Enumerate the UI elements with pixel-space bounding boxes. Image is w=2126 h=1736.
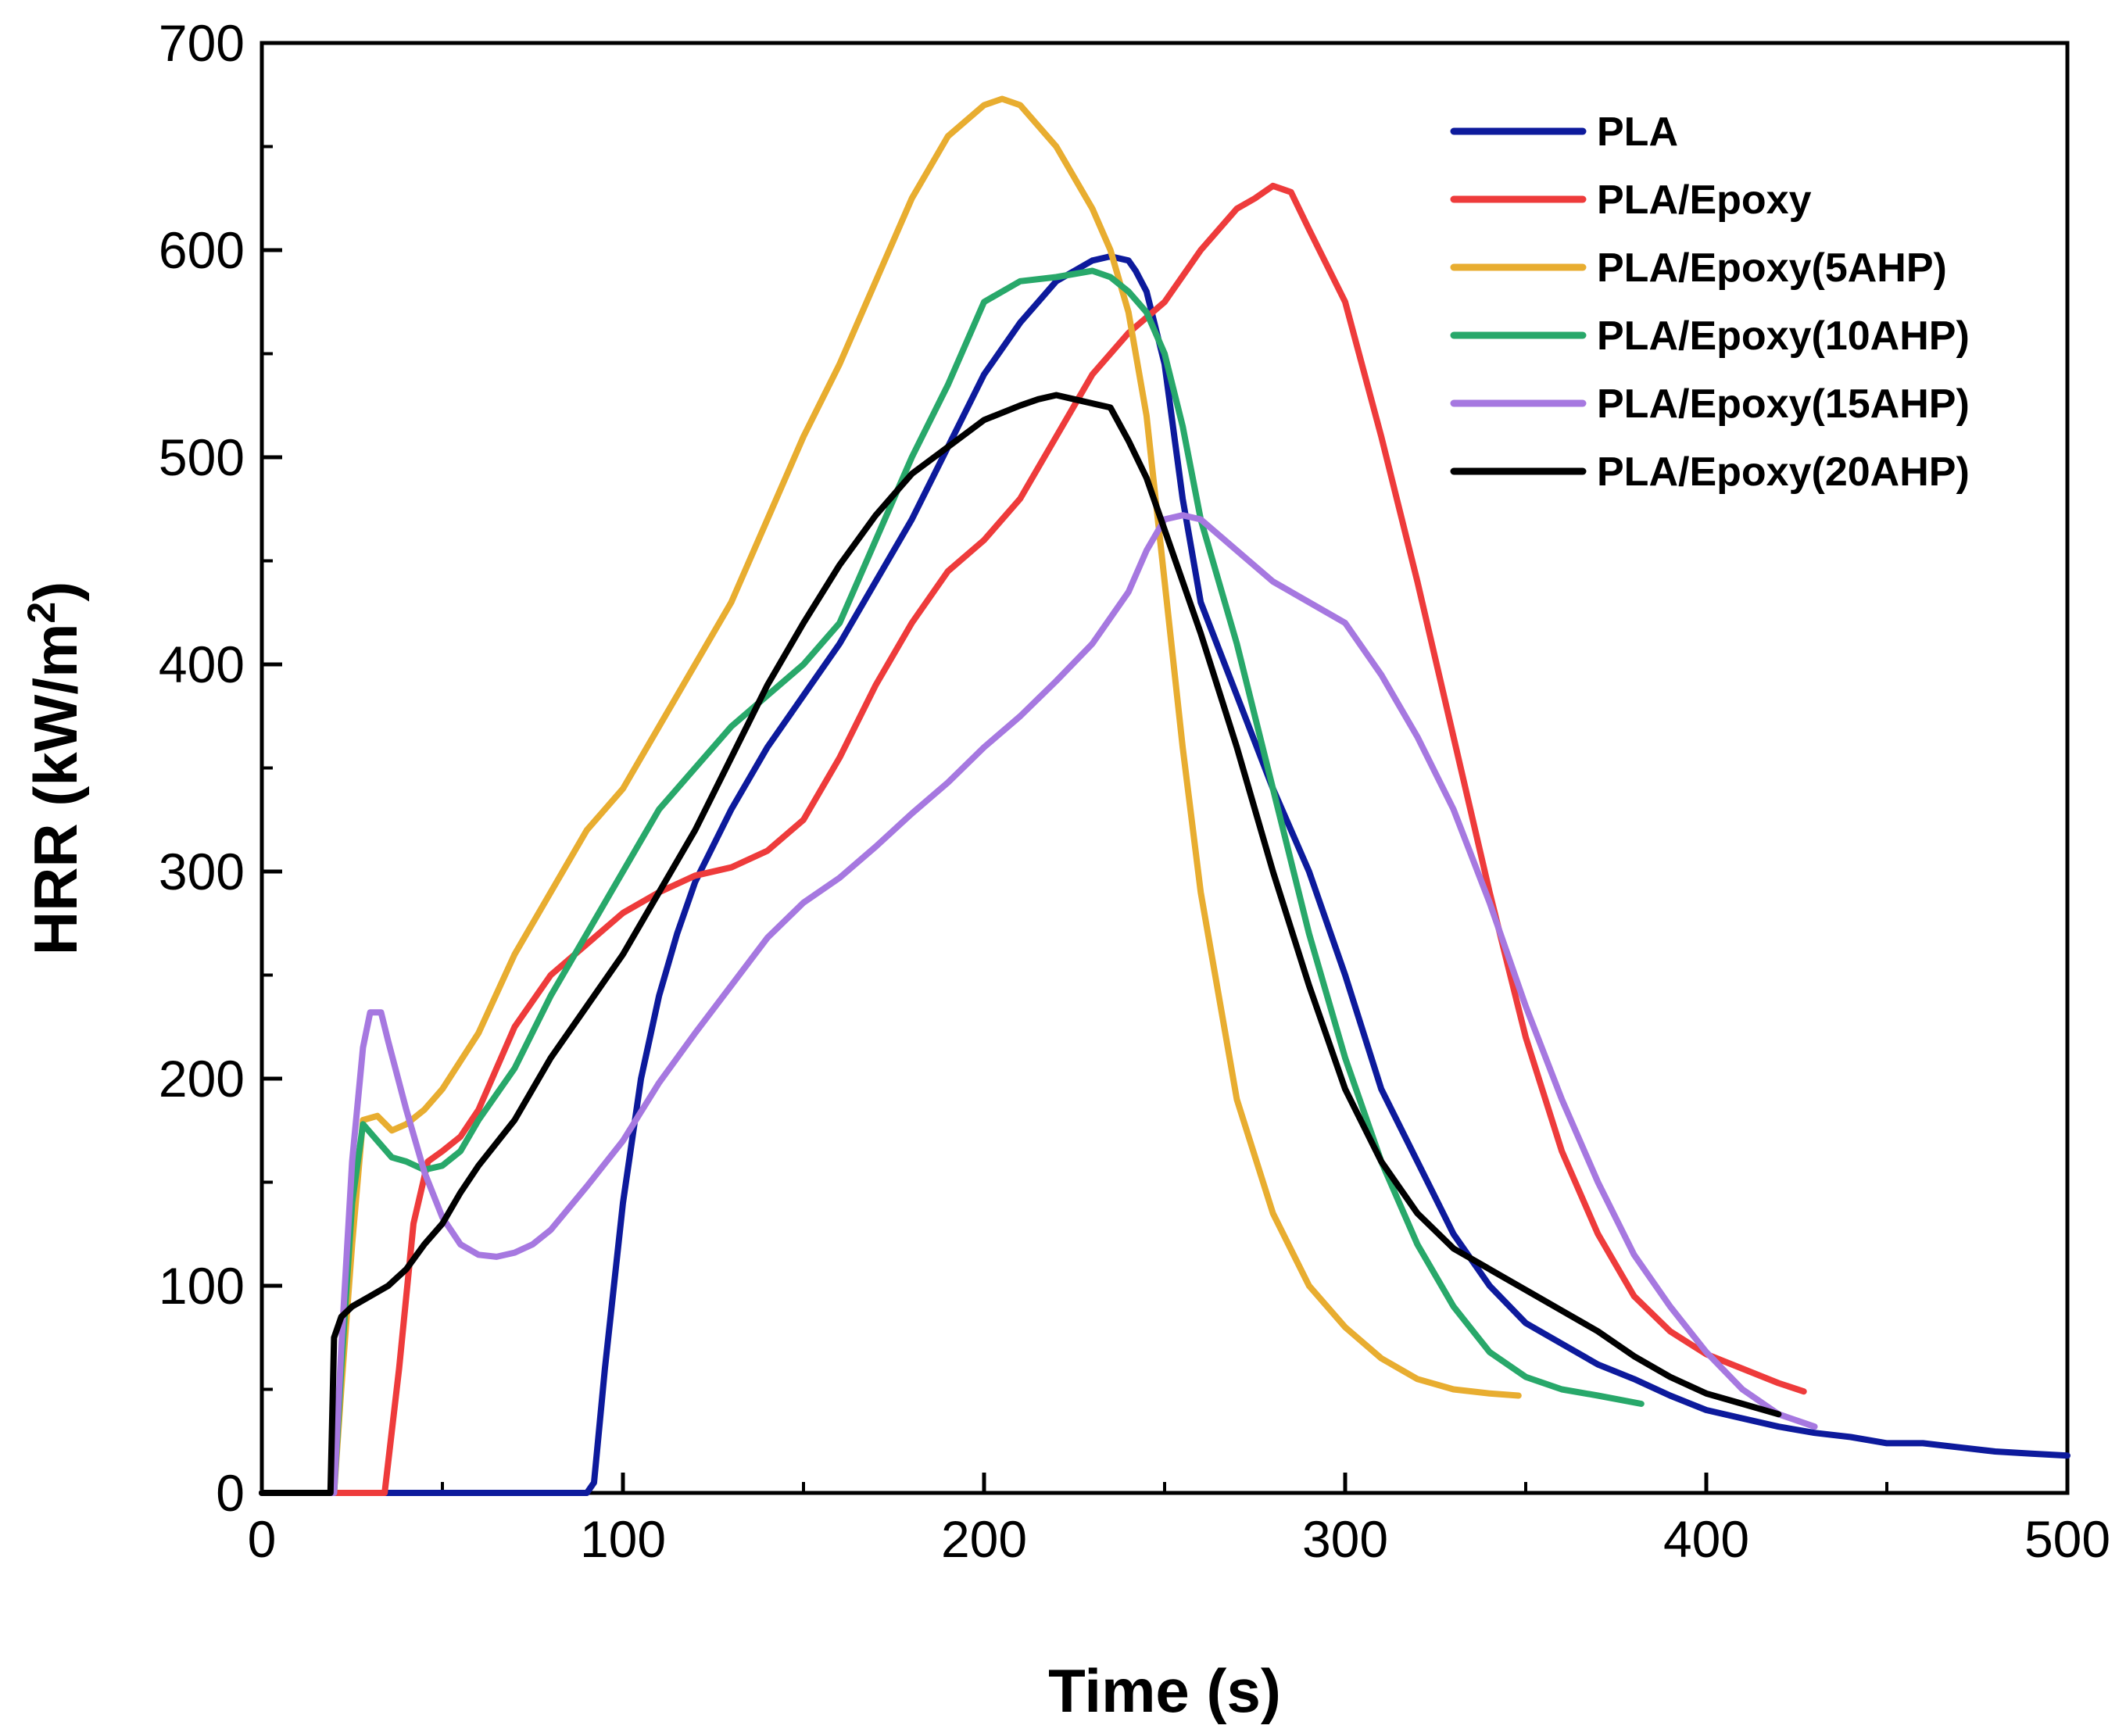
y-tick-label: 500 bbox=[159, 428, 245, 486]
x-tick-label: 400 bbox=[1663, 1510, 1749, 1568]
y-tick-label: 700 bbox=[159, 14, 245, 72]
legend-label: PLA bbox=[1597, 109, 1678, 155]
series-line-5 bbox=[259, 392, 1782, 1496]
data-series bbox=[259, 95, 2071, 1496]
y-axis-ticks: 0 100 200 300 400 500 600 700 bbox=[159, 14, 282, 1522]
y-tick-label: 200 bbox=[159, 1050, 245, 1108]
legend-label: PLA/Epoxy bbox=[1597, 177, 1812, 223]
series-line-1 bbox=[259, 182, 1807, 1496]
x-tick-label: 200 bbox=[941, 1510, 1027, 1568]
y-tick-label: 100 bbox=[159, 1257, 245, 1315]
series-line-0 bbox=[259, 253, 2071, 1496]
x-axis-ticks: 0 100 200 300 400 500 bbox=[248, 1473, 2110, 1568]
x-tick-label: 100 bbox=[580, 1510, 666, 1568]
y-tick-label: 300 bbox=[159, 843, 245, 900]
y-axis-title-superscript: 2 bbox=[20, 602, 63, 624]
x-axis-title: Time (s) bbox=[1048, 1656, 1281, 1725]
legend-label: PLA/Epoxy(5AHP) bbox=[1597, 245, 1947, 291]
x-tick-label: 300 bbox=[1302, 1510, 1388, 1568]
legend-label: PLA/Epoxy(10AHP) bbox=[1597, 313, 1970, 359]
y-axis-title: HRR (kW/m2) bbox=[20, 582, 90, 955]
y-tick-label: 600 bbox=[159, 221, 245, 279]
x-tick-label: 0 bbox=[248, 1510, 277, 1568]
series-line-3 bbox=[259, 267, 1645, 1496]
legend: PLA PLA/Epoxy PLA/Epoxy(5AHP) PLA/Epoxy(10A… bbox=[1450, 109, 1970, 495]
legend-label: PLA/Epoxy(15AHP) bbox=[1597, 381, 1970, 427]
series-line-4 bbox=[259, 512, 1818, 1496]
y-tick-label: 400 bbox=[159, 635, 245, 693]
series-line-2 bbox=[259, 95, 1522, 1496]
y-axis-title-main: HRR (kW/m bbox=[21, 624, 90, 956]
y-tick-label: 0 bbox=[216, 1464, 245, 1522]
x-tick-label: 500 bbox=[2024, 1510, 2110, 1568]
y-axis-title-close: ) bbox=[21, 582, 90, 602]
legend-label: PLA/Epoxy(20AHP) bbox=[1597, 449, 1970, 495]
